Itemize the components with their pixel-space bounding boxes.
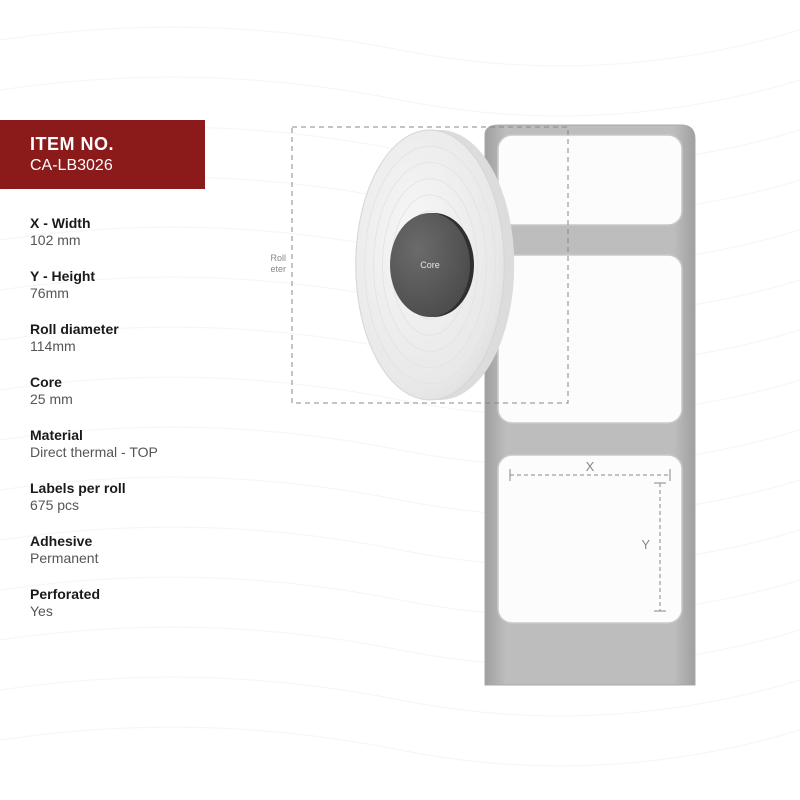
spec-value: 114mm — [30, 338, 250, 354]
spec-row: Material Direct thermal - TOP — [30, 427, 250, 460]
spec-row: Roll diameter 114mm — [30, 321, 250, 354]
spec-row: Core 25 mm — [30, 374, 250, 407]
spec-key: Adhesive — [30, 533, 250, 549]
spec-value: 102 mm — [30, 232, 250, 248]
svg-text:X: X — [586, 459, 595, 474]
spec-row: Labels per roll 675 pcs — [30, 480, 250, 513]
spec-row: Y - Height 76mm — [30, 268, 250, 301]
svg-text:diameter: diameter — [270, 264, 286, 274]
spec-value: 25 mm — [30, 391, 250, 407]
spec-key: Roll diameter — [30, 321, 250, 337]
spec-key: X - Width — [30, 215, 250, 231]
svg-text:Roll: Roll — [270, 253, 286, 263]
spec-key: Labels per roll — [30, 480, 250, 496]
spec-key: Core — [30, 374, 250, 390]
spec-row: X - Width 102 mm — [30, 215, 250, 248]
item-number-label: ITEM NO. — [30, 134, 183, 155]
spec-key: Y - Height — [30, 268, 250, 284]
item-number-banner: ITEM NO. CA-LB3026 — [0, 120, 205, 189]
item-number-value: CA-LB3026 — [30, 157, 183, 175]
spec-value: Permanent — [30, 550, 250, 566]
spec-list: X - Width 102 mm Y - Height 76mm Roll di… — [30, 215, 250, 639]
spec-value: Direct thermal - TOP — [30, 444, 250, 460]
spec-value: Yes — [30, 603, 250, 619]
spec-value: 76mm — [30, 285, 250, 301]
label-roll-diagram: Core Rolldiameter X Y — [270, 95, 750, 715]
svg-text:Core: Core — [420, 260, 440, 270]
spec-row: Adhesive Permanent — [30, 533, 250, 566]
spec-row: Perforated Yes — [30, 586, 250, 619]
spec-value: 675 pcs — [30, 497, 250, 513]
svg-text:Y: Y — [641, 537, 650, 552]
spec-key: Material — [30, 427, 250, 443]
spec-key: Perforated — [30, 586, 250, 602]
